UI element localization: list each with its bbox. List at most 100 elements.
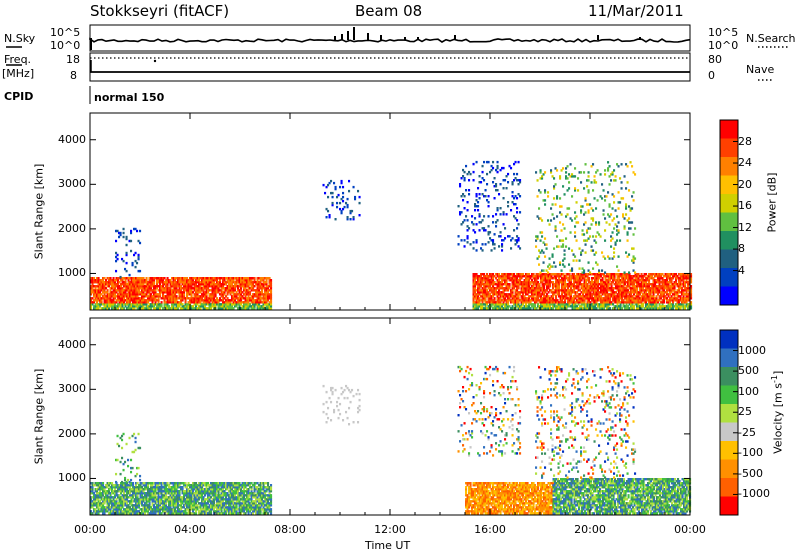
data-cell: [121, 502, 124, 505]
data-cell: [510, 209, 513, 212]
data-cell: [481, 305, 484, 308]
data-cell: [604, 195, 607, 198]
data-cell: [580, 211, 583, 214]
data-cell: [594, 307, 597, 310]
data-cell: [189, 297, 192, 300]
data-cell: [538, 189, 541, 192]
data-cell: [553, 303, 556, 306]
data-cell: [133, 279, 136, 282]
power-panel: [89, 112, 693, 311]
data-cell: [241, 301, 244, 304]
data-cell: [630, 281, 633, 284]
data-cell: [243, 289, 246, 292]
data-cell: [493, 303, 496, 306]
data-cell: [183, 289, 186, 292]
data-cell: [103, 295, 106, 298]
data-cell: [568, 263, 571, 266]
data-cell: [480, 277, 483, 280]
data-cell: [580, 283, 583, 286]
data-cell: [138, 301, 141, 304]
data-cell: [487, 275, 490, 278]
data-cell: [559, 305, 562, 308]
data-cell: [652, 299, 655, 302]
data-cell: [211, 299, 214, 302]
data-cell: [495, 185, 498, 188]
data-cell: [661, 273, 664, 276]
data-cell: [690, 287, 693, 290]
data-cell: [130, 277, 133, 280]
data-cell: [150, 295, 153, 298]
data-cell: [93, 492, 96, 495]
data-cell: [632, 261, 635, 264]
data-cell: [495, 213, 498, 216]
data-cell: [591, 297, 594, 300]
data-cell: [581, 271, 584, 274]
data-cell: [141, 281, 144, 284]
data-cell: [252, 289, 255, 292]
data-cell: [327, 209, 330, 213]
data-cell: [532, 303, 535, 306]
data-cell: [535, 273, 538, 276]
data-cell: [585, 283, 588, 286]
data-cell: [214, 307, 217, 310]
data-cell: [591, 289, 594, 292]
data-cell: [579, 279, 582, 282]
data-cell: [633, 281, 636, 284]
data-cell: [570, 281, 573, 284]
data-cell: [498, 283, 501, 286]
data-cell: [654, 297, 657, 300]
data-cell: [626, 233, 629, 236]
data-cell: [547, 291, 550, 294]
data-cell: [211, 297, 214, 300]
data-cell: [132, 303, 135, 306]
data-cell: [90, 492, 93, 495]
data-cell: [540, 305, 543, 308]
data-cell: [118, 287, 121, 290]
data-cell: [615, 305, 618, 308]
data-cell: [617, 229, 620, 232]
data-cell: [567, 301, 570, 304]
data-cell: [115, 291, 118, 294]
data-cell: [675, 273, 678, 276]
data-cell: [628, 221, 631, 224]
data-cell: [536, 195, 539, 198]
data-cell: [690, 279, 693, 282]
data-cell: [498, 281, 501, 284]
data-cell: [543, 273, 546, 276]
data-cell: [679, 277, 682, 280]
data-cell: [541, 281, 544, 284]
data-cell: [657, 291, 660, 294]
data-cell: [570, 289, 573, 292]
data-cell: [528, 279, 531, 282]
data-cell: [606, 275, 609, 278]
data-cell: [588, 291, 591, 294]
data-cell: [190, 283, 193, 286]
data-cell: [587, 211, 590, 214]
data-cell: [589, 283, 592, 286]
data-cell: [478, 279, 481, 282]
data-cell: [232, 293, 235, 296]
data-cell: [571, 275, 574, 278]
data-cell: [592, 273, 595, 276]
data-cell: [658, 289, 661, 292]
data-cell: [538, 305, 541, 308]
data-cell: [145, 287, 148, 290]
data-cell: [213, 285, 216, 288]
data-cell: [97, 504, 100, 507]
data-cell: [574, 281, 577, 284]
data-cell: [214, 301, 217, 304]
data-cell: [538, 285, 541, 288]
data-cell: [137, 269, 140, 273]
data-cell: [255, 281, 258, 284]
data-cell: [174, 295, 177, 298]
data-cell: [507, 283, 510, 286]
data-cell: [595, 285, 598, 288]
data-cell: [267, 289, 270, 292]
data-cell: [171, 285, 174, 288]
data-cell: [201, 281, 204, 284]
data-cell: [556, 301, 559, 304]
data-cell: [127, 295, 130, 298]
data-cell: [682, 301, 685, 304]
data-cell: [181, 299, 184, 302]
data-cell: [523, 275, 526, 278]
